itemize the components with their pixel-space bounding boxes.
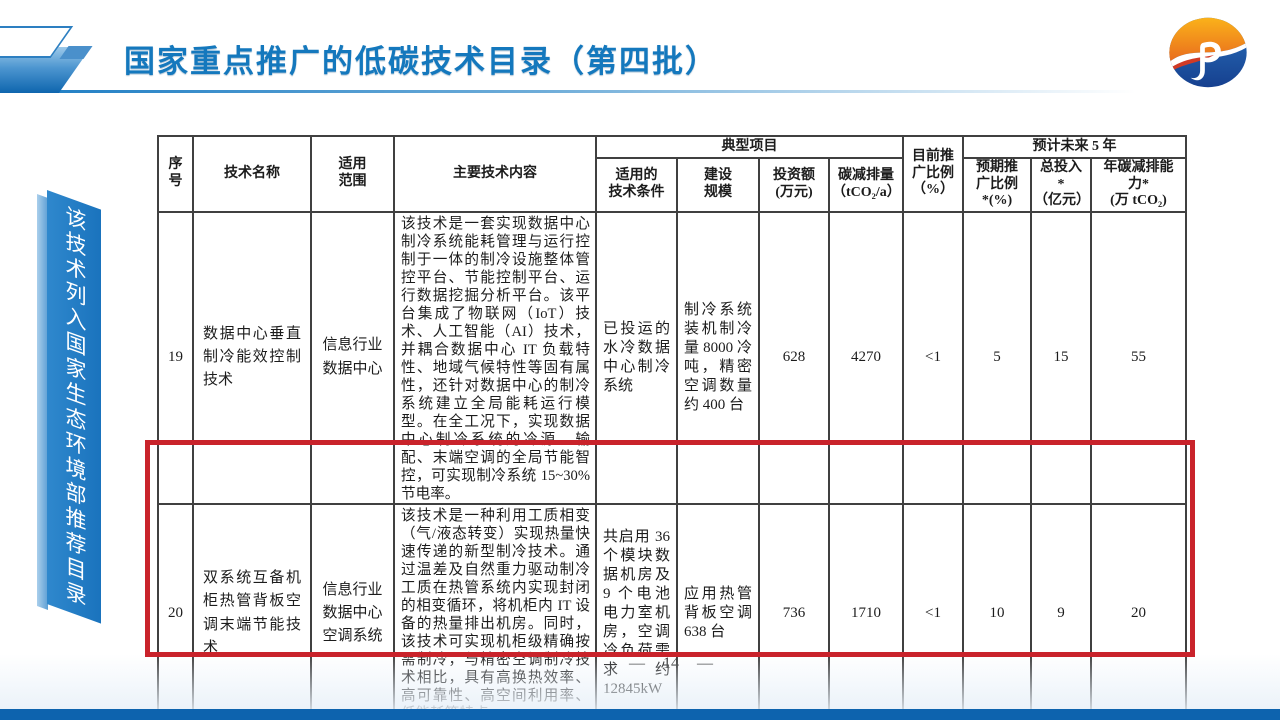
header-construction-scale: 建设 规模 <box>676 157 760 213</box>
cell-19-no: 19 <box>157 210 194 505</box>
cell-19-conditions: 已投运的水冷数据中心制冷系统 <box>595 210 678 505</box>
title-underline <box>22 90 1182 93</box>
cell-20-name: 双系统互备机柜热管背板空调末端节能技术 <box>192 502 312 720</box>
cell-19-reduction: 4270 <box>828 210 904 505</box>
table-row: 19 数据中心垂直制冷能效控制技术 信息行业 数据中心 该技术是一套实现数据中心… <box>157 210 1187 505</box>
header-investment: 投资额 (万元) <box>758 157 830 213</box>
cell-19-scale: 制冷系统装机制冷量 8000 冷吨，精密空调数量约 400 台 <box>676 210 760 505</box>
table-header-row-sub: 适用的 技术条件 建设 规模 投资额 (万元) 碳减排量 （tCO₂/a） 预期… <box>158 157 1187 213</box>
header-expected-promotion-ratio: 预期推 广比例 *(%) <box>962 157 1032 213</box>
table-header-row-group: 序 号 技术名称 适用 范围 主要技术内容 典型项目 目前推 广比例 （%） 预… <box>157 135 1187 213</box>
cell-19-scope: 信息行业 数据中心 <box>310 210 395 505</box>
header-main-content: 主要技术内容 <box>393 135 597 213</box>
header-applicable-scope: 适用 范围 <box>310 135 395 213</box>
catalog-table: 序 号 技术名称 适用 范围 主要技术内容 典型项目 目前推 广比例 （%） 预… <box>157 135 1187 720</box>
header-next-5-years-group: 预计未来 5 年 <box>962 135 1187 159</box>
header-technical-conditions: 适用的 技术条件 <box>595 157 678 213</box>
cell-19-content: 该技术是一套实现数据中心制冷系统能耗管理与运行控制于一体的制冷设施整体管控平台、… <box>393 210 597 505</box>
cell-19-name: 数据中心垂直制冷能效控制技术 <box>192 210 312 505</box>
header-serial-number: 序 号 <box>157 135 194 213</box>
page-title: 国家重点推广的低碳技术目录（第四批） <box>124 44 718 79</box>
cell-19-annual-reduction: 55 <box>1090 210 1187 505</box>
cell-20-scope: 信息行业 数据中心 空调系统 <box>310 502 395 720</box>
side-banner: 该技术列入国家生态环境部推荐目录 <box>47 190 101 624</box>
cell-20-annual-reduction: 20 <box>1090 502 1187 720</box>
header-technology-name: 技术名称 <box>192 135 312 213</box>
cell-20-investment: 736 <box>758 502 830 720</box>
cell-19-expected-ratio: 5 <box>962 210 1032 505</box>
page-number: — 14 — <box>629 655 713 672</box>
cell-20-current-ratio: <1 <box>902 502 964 720</box>
company-globe-icon <box>1168 17 1248 88</box>
bottom-bar <box>0 709 1280 720</box>
header-annual-reduction-capacity: 年碳减排能 力* (万 tCO₂) <box>1090 157 1187 213</box>
cell-20-conditions: 共启用 36 个模块数据机房及 9 个电池电力室机房，空调冷负荷需求约 1284… <box>595 502 678 720</box>
header-carbon-reduction: 碳减排量 （tCO₂/a） <box>828 157 904 213</box>
cell-19-investment: 628 <box>758 210 830 505</box>
header-total-investment: 总投入 * （亿元） <box>1030 157 1092 213</box>
cell-20-scale: 应用热管背板空调 638 台 <box>676 502 760 720</box>
cell-19-current-ratio: <1 <box>902 210 964 505</box>
side-banner-label: 该技术列入国家生态环境部推荐目录 <box>63 202 86 612</box>
cell-20-total-investment: 9 <box>1030 502 1092 720</box>
cell-20-content: 该技术是一种利用工质相变（气/液态转变）实现热量快速传递的新型制冷技术。通过温差… <box>393 502 597 720</box>
table-row: 20 双系统互备机柜热管背板空调末端节能技术 信息行业 数据中心 空调系统 该技… <box>157 502 1187 720</box>
header-typical-project-group: 典型项目 <box>595 135 904 159</box>
header-current-promotion-ratio: 目前推 广比例 （%） <box>902 135 964 213</box>
cell-20-no: 20 <box>157 502 194 720</box>
cell-20-expected-ratio: 10 <box>962 502 1032 720</box>
cell-19-total-investment: 15 <box>1030 210 1092 505</box>
cell-20-reduction: 1710 <box>828 502 904 720</box>
